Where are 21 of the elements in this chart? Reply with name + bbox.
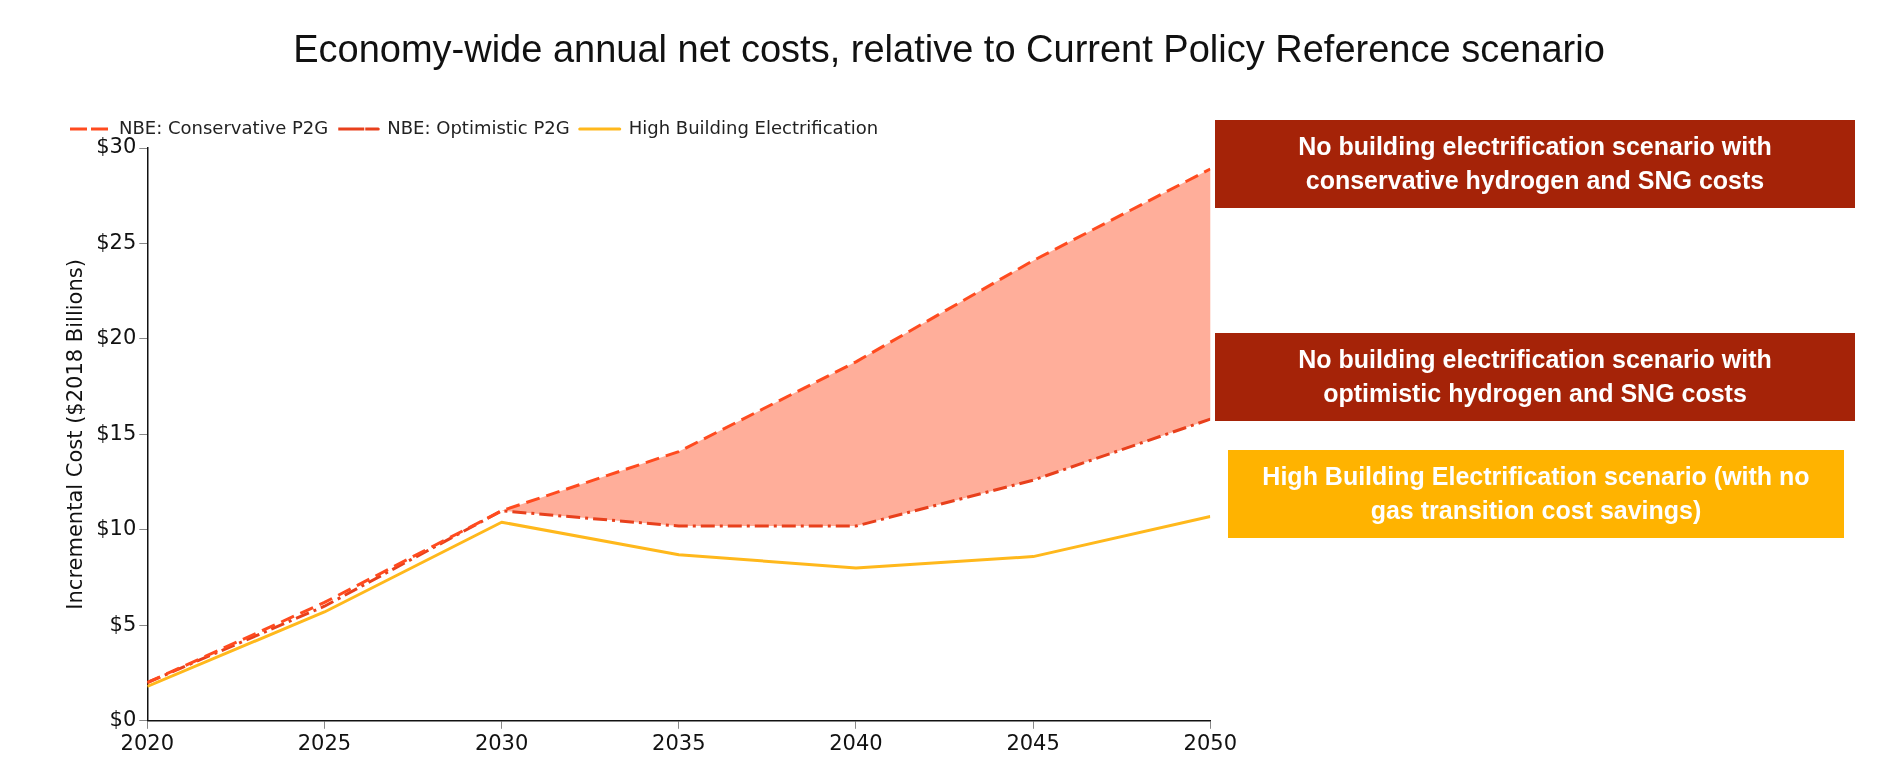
y-tick-label: $20 <box>96 325 137 350</box>
legend-label: NBE: Optimistic P2G <box>387 116 570 138</box>
text: No building electrification scenario with optimistic hydrogen and SNG costs <box>1215 333 1855 421</box>
x-tick-label: 2050 <box>1183 730 1237 755</box>
y-axis-title: Incremental Cost ($2018 Billions) <box>63 259 88 610</box>
x-tick-label: 2030 <box>474 730 529 755</box>
x-tick-label: 2045 <box>1006 730 1060 755</box>
y-tick-label: $0 <box>109 707 137 732</box>
x-tick-label: 2040 <box>829 730 883 755</box>
y-tick-label: $10 <box>96 516 137 541</box>
y-tick-label: $15 <box>96 420 137 445</box>
y-tick-label: $5 <box>109 611 137 636</box>
text: No building electrification scenario with conservative hydrogen and SNG costs <box>1215 120 1855 208</box>
chart-title: Economy-wide annual net costs, relative to Current Policy Reference scenario <box>292 28 1606 71</box>
legend-label: High Building Electrification <box>628 116 879 138</box>
x-tick-label: 2035 <box>652 730 706 755</box>
x-tick-label: 2025 <box>297 730 352 755</box>
line-series <box>147 167 1211 685</box>
y-tick-label: $25 <box>96 229 137 254</box>
x-tick-label: 2020 <box>120 730 175 755</box>
text: High Building Electrification scenario (with no gas transition cost savings) <box>1228 450 1844 538</box>
